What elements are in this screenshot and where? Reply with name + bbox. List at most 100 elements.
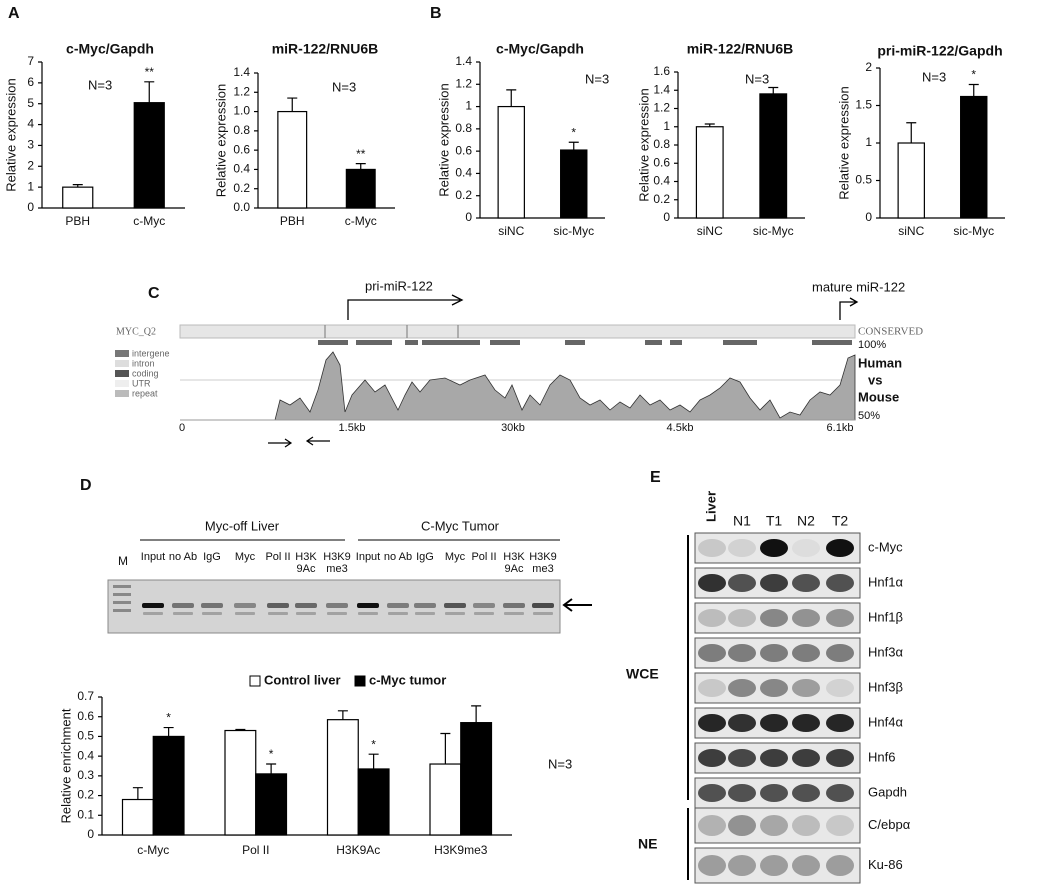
y-tick-label: 5 — [27, 96, 34, 110]
arrow — [839, 297, 859, 320]
bar — [326, 719, 359, 836]
blot-band — [826, 855, 854, 876]
significance: ** — [145, 65, 155, 79]
axis-label: 4.5kb — [667, 422, 694, 434]
blot-band — [760, 749, 788, 767]
bar — [152, 735, 185, 836]
legend-swatch — [115, 380, 129, 387]
annotation: N=3 — [922, 69, 946, 84]
blot-band — [792, 679, 820, 697]
gel-band — [387, 603, 409, 608]
bar — [62, 186, 94, 209]
annotation: N=3 — [585, 71, 609, 86]
blot-band — [698, 784, 726, 802]
x-tick-label: H3K9me3 — [434, 843, 488, 857]
blot-band — [760, 815, 788, 836]
bar — [429, 763, 462, 836]
x-tick-label: siNC — [898, 224, 924, 238]
blot-band — [826, 574, 854, 592]
blot-band — [792, 539, 820, 557]
lane-label: H3K9 — [529, 551, 557, 563]
annotation: N=3 — [745, 71, 769, 86]
blot-label: Gapdh — [868, 784, 907, 799]
legend-label: UTR — [132, 378, 151, 388]
ladder-band — [113, 601, 131, 604]
conservation-curve — [274, 351, 856, 421]
gel-band — [414, 603, 436, 608]
y-tick-label: 2 — [865, 60, 872, 74]
blot-band — [760, 609, 788, 627]
y-tick-label: 0.6 — [233, 142, 250, 156]
percent-label: 50% — [858, 410, 880, 422]
y-tick-label: 1.4 — [455, 54, 472, 68]
western-blots: WCE NE Liver N1 T1 N2 T2 c-Myc Hnf1α Hnf1β Hnf3α… — [626, 491, 911, 884]
gel-band — [173, 612, 193, 615]
mature-label: mature miR-122 — [812, 279, 905, 294]
track-label: MYC_Q2 — [116, 326, 156, 337]
chart-title: pri-miR-122/Gapdh — [877, 43, 1002, 59]
axis-label: 6.1kb — [827, 422, 854, 434]
gel-band — [172, 603, 194, 608]
blot-band — [792, 644, 820, 662]
blot-band — [792, 855, 820, 876]
legend-label: coding — [132, 368, 159, 378]
lane-label: Myc — [445, 551, 466, 563]
bar — [133, 102, 165, 209]
legend-swatch — [115, 350, 129, 357]
legend-label: Control liver — [264, 672, 341, 687]
gel-band — [444, 603, 466, 608]
gel-band — [504, 612, 524, 615]
gel-band — [201, 603, 223, 608]
x-tick-label: sic-Myc — [553, 224, 594, 238]
bar — [695, 126, 724, 219]
y-tick-label: 0.6 — [77, 709, 94, 723]
y-axis-label: Relative expression — [3, 78, 18, 191]
x-tick-label: PBH — [65, 214, 90, 228]
blot-band — [728, 539, 756, 557]
marker-label: M — [118, 554, 128, 568]
y-tick-label: 0.4 — [653, 174, 670, 188]
legend-label: intergene — [132, 348, 170, 358]
significance: * — [166, 711, 171, 725]
track-bar — [179, 324, 856, 339]
blot-band — [792, 574, 820, 592]
lane-label: Myc — [235, 551, 256, 563]
legend-swatch — [115, 390, 129, 397]
legend-swatch — [115, 360, 129, 367]
y-tick-label: 1.4 — [653, 82, 670, 96]
y-tick-label: 1.5 — [855, 98, 872, 112]
blot-label: Hnf3β — [868, 679, 903, 694]
significance: * — [371, 737, 376, 751]
blot-band — [826, 815, 854, 836]
blot-band — [792, 784, 820, 802]
blot-band — [760, 855, 788, 876]
y-tick-label: 1.2 — [653, 101, 670, 115]
gel-band — [235, 612, 255, 615]
x-tick-label: siNC — [498, 224, 524, 238]
bar — [277, 110, 308, 209]
x-tick-label: sic-Myc — [753, 224, 794, 238]
y-tick-label: 0.8 — [653, 137, 670, 151]
lane-label: IgG — [416, 551, 434, 563]
blot-band — [792, 609, 820, 627]
chart-title: miR-122/RNU6B — [272, 41, 379, 57]
blot-band — [760, 679, 788, 697]
gel-band — [358, 612, 378, 615]
gel-band — [296, 612, 316, 615]
ladder-band — [113, 609, 131, 612]
y-tick-label: 0.6 — [455, 143, 472, 157]
gel-band — [234, 603, 256, 608]
x-tick-label: Pol II — [242, 843, 269, 857]
bar — [345, 168, 376, 209]
y-tick-label: 0 — [465, 210, 472, 224]
panel-label: E — [650, 469, 661, 486]
y-tick-label: 1.4 — [233, 65, 250, 79]
blot-band — [760, 784, 788, 802]
blot — [694, 602, 861, 634]
chart-title: miR-122/RNU6B — [687, 41, 794, 57]
comparison: Human — [858, 355, 902, 370]
blot-band — [760, 539, 788, 557]
lane-label: T2 — [832, 513, 849, 529]
y-tick-label: 0 — [87, 827, 94, 841]
y-tick-label: 0.2 — [233, 181, 250, 195]
